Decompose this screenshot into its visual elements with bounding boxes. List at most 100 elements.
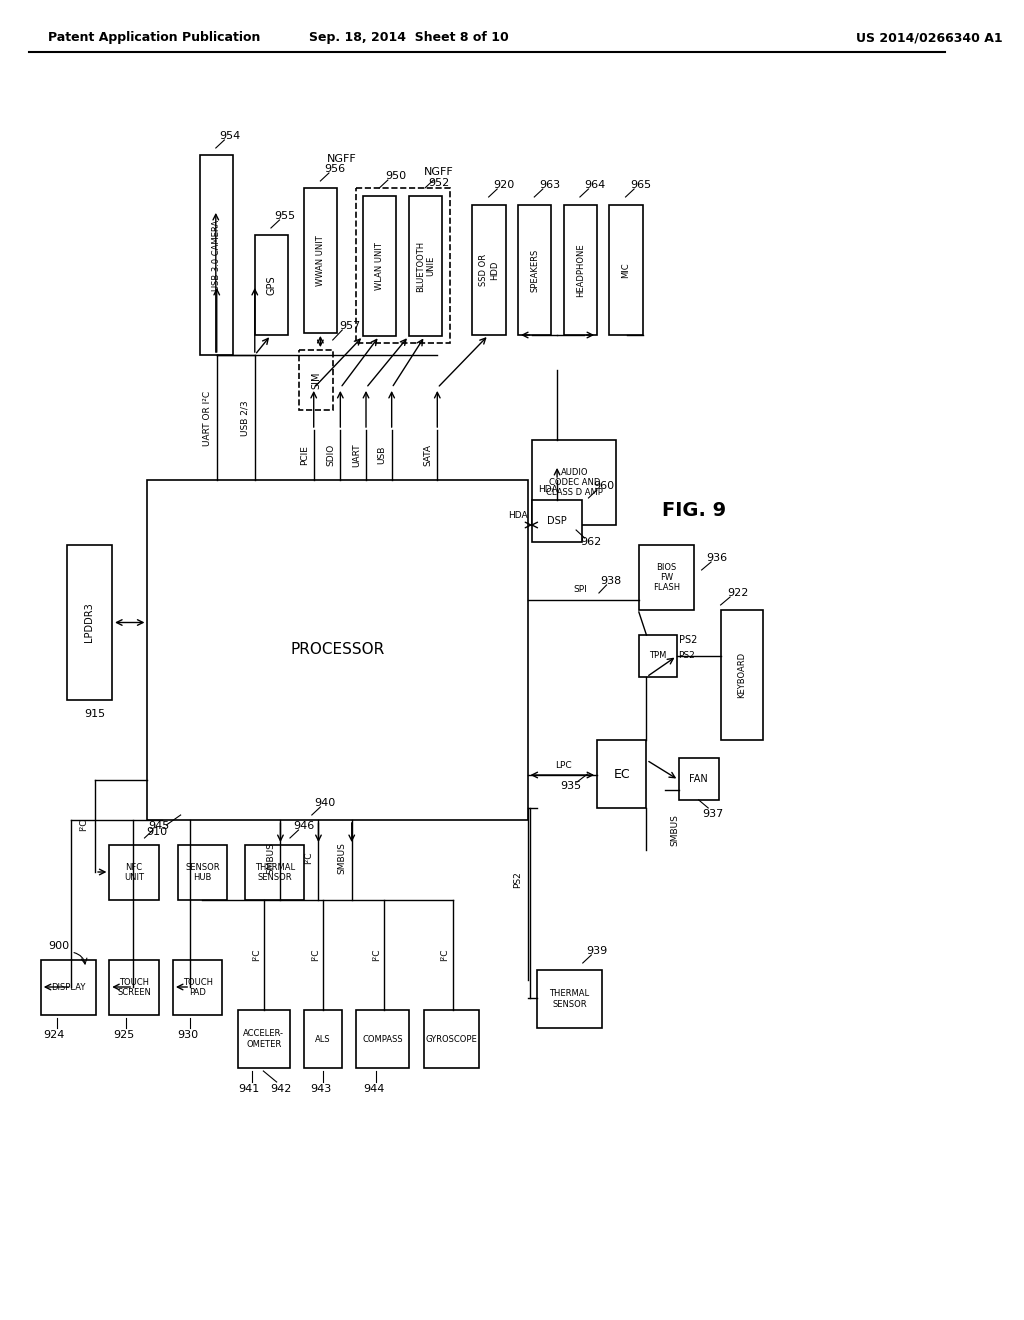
Text: 900: 900 bbox=[48, 941, 70, 950]
Text: UART: UART bbox=[352, 444, 361, 467]
Text: I²C: I²C bbox=[440, 949, 450, 961]
Text: 935: 935 bbox=[560, 781, 581, 791]
FancyBboxPatch shape bbox=[564, 205, 597, 335]
Text: GYROSCOPE: GYROSCOPE bbox=[426, 1035, 477, 1044]
FancyBboxPatch shape bbox=[639, 545, 694, 610]
Text: USB 3.0 CAMERA: USB 3.0 CAMERA bbox=[212, 219, 221, 290]
Text: USB 2/3: USB 2/3 bbox=[241, 400, 250, 436]
Text: TOUCH
PAD: TOUCH PAD bbox=[182, 978, 213, 997]
Text: 950: 950 bbox=[385, 172, 407, 181]
Text: THERMAL
SENSOR: THERMAL SENSOR bbox=[550, 989, 590, 1008]
Text: PROCESSOR: PROCESSOR bbox=[291, 643, 385, 657]
Text: 962: 962 bbox=[581, 537, 602, 546]
Text: DISPLAY: DISPLAY bbox=[51, 983, 86, 993]
Text: Patent Application Publication: Patent Application Publication bbox=[47, 32, 260, 45]
Text: AUDIO
CODEC AND
CLASS D AMP: AUDIO CODEC AND CLASS D AMP bbox=[546, 467, 603, 498]
FancyBboxPatch shape bbox=[41, 960, 96, 1015]
FancyBboxPatch shape bbox=[304, 1010, 342, 1068]
Text: 939: 939 bbox=[587, 946, 607, 956]
Text: 930: 930 bbox=[178, 1030, 199, 1040]
FancyBboxPatch shape bbox=[246, 845, 304, 900]
Text: EC: EC bbox=[613, 767, 630, 780]
Text: COMPASS: COMPASS bbox=[362, 1035, 403, 1044]
Text: SMBUS: SMBUS bbox=[338, 842, 347, 874]
Text: 964: 964 bbox=[585, 180, 606, 190]
Text: 915: 915 bbox=[85, 709, 105, 719]
Text: NGFF: NGFF bbox=[424, 168, 454, 177]
Text: NFC
UNIT: NFC UNIT bbox=[124, 863, 144, 882]
Text: 922: 922 bbox=[727, 587, 749, 598]
FancyBboxPatch shape bbox=[200, 154, 232, 355]
Text: 920: 920 bbox=[494, 180, 514, 190]
Text: 937: 937 bbox=[702, 809, 724, 818]
FancyBboxPatch shape bbox=[364, 195, 396, 337]
Text: SATA: SATA bbox=[423, 444, 432, 466]
Text: UART OR I²C: UART OR I²C bbox=[203, 391, 212, 446]
Text: WLAN UNIT: WLAN UNIT bbox=[375, 242, 384, 290]
Text: ALS: ALS bbox=[315, 1035, 331, 1044]
FancyBboxPatch shape bbox=[173, 960, 222, 1015]
Text: TOUCH
SCREEN: TOUCH SCREEN bbox=[117, 978, 151, 997]
FancyBboxPatch shape bbox=[238, 1010, 290, 1068]
Text: 954: 954 bbox=[219, 131, 241, 141]
FancyBboxPatch shape bbox=[532, 440, 616, 525]
Text: HDA: HDA bbox=[508, 511, 528, 520]
Text: SDIO: SDIO bbox=[327, 444, 335, 466]
Text: GPS: GPS bbox=[266, 275, 276, 294]
Text: LPC: LPC bbox=[555, 760, 572, 770]
Text: 957: 957 bbox=[339, 321, 360, 331]
FancyBboxPatch shape bbox=[110, 960, 159, 1015]
Text: SPI: SPI bbox=[573, 586, 587, 594]
FancyBboxPatch shape bbox=[518, 205, 551, 335]
FancyBboxPatch shape bbox=[255, 235, 288, 335]
Text: FIG. 9: FIG. 9 bbox=[662, 500, 726, 520]
Text: Sep. 18, 2014  Sheet 8 of 10: Sep. 18, 2014 Sheet 8 of 10 bbox=[309, 32, 509, 45]
Text: 946: 946 bbox=[294, 821, 314, 832]
Text: 956: 956 bbox=[324, 164, 345, 174]
FancyBboxPatch shape bbox=[424, 1010, 479, 1068]
Text: 940: 940 bbox=[314, 799, 336, 808]
Text: 936: 936 bbox=[707, 553, 727, 564]
Text: I²C: I²C bbox=[311, 949, 321, 961]
Text: THERMAL
SENSOR: THERMAL SENSOR bbox=[255, 863, 295, 882]
Text: SSD OR
HDD: SSD OR HDD bbox=[479, 253, 499, 286]
FancyBboxPatch shape bbox=[147, 480, 527, 820]
Text: I²C: I²C bbox=[252, 949, 261, 961]
Text: I²C: I²C bbox=[79, 818, 88, 832]
Text: BIOS
FW
FLASH: BIOS FW FLASH bbox=[653, 562, 680, 593]
Text: MIC: MIC bbox=[622, 263, 631, 277]
FancyBboxPatch shape bbox=[532, 500, 582, 543]
Text: I²C: I²C bbox=[372, 949, 381, 961]
Text: 963: 963 bbox=[539, 180, 560, 190]
Text: US 2014/0266340 A1: US 2014/0266340 A1 bbox=[856, 32, 1002, 45]
FancyBboxPatch shape bbox=[472, 205, 506, 335]
FancyBboxPatch shape bbox=[679, 758, 719, 800]
FancyBboxPatch shape bbox=[409, 195, 442, 337]
Text: ACCELER-
OMETER: ACCELER- OMETER bbox=[244, 1030, 285, 1048]
FancyBboxPatch shape bbox=[304, 187, 338, 333]
Text: KEYBOARD: KEYBOARD bbox=[737, 652, 746, 698]
Text: SMBUS: SMBUS bbox=[266, 842, 275, 874]
Text: 955: 955 bbox=[274, 211, 296, 220]
Text: SMBUS: SMBUS bbox=[671, 814, 680, 846]
FancyBboxPatch shape bbox=[110, 845, 159, 900]
Text: DSP: DSP bbox=[547, 516, 567, 525]
FancyBboxPatch shape bbox=[609, 205, 643, 335]
Text: SPEAKERS: SPEAKERS bbox=[530, 248, 540, 292]
Text: PS2: PS2 bbox=[678, 652, 694, 660]
FancyBboxPatch shape bbox=[356, 1010, 409, 1068]
FancyBboxPatch shape bbox=[597, 741, 646, 808]
Text: LPDDR3: LPDDR3 bbox=[84, 603, 94, 643]
Text: 910: 910 bbox=[146, 828, 167, 837]
Text: 965: 965 bbox=[630, 180, 651, 190]
Text: SENSOR
HUB: SENSOR HUB bbox=[185, 863, 220, 882]
FancyBboxPatch shape bbox=[639, 635, 677, 677]
Text: PS2: PS2 bbox=[679, 635, 697, 645]
Text: FAN: FAN bbox=[689, 774, 709, 784]
Text: 924: 924 bbox=[43, 1030, 65, 1040]
FancyBboxPatch shape bbox=[721, 610, 763, 741]
Text: 952: 952 bbox=[429, 178, 450, 187]
FancyBboxPatch shape bbox=[67, 545, 113, 700]
Text: 925: 925 bbox=[113, 1030, 134, 1040]
Text: I²C: I²C bbox=[304, 851, 313, 865]
